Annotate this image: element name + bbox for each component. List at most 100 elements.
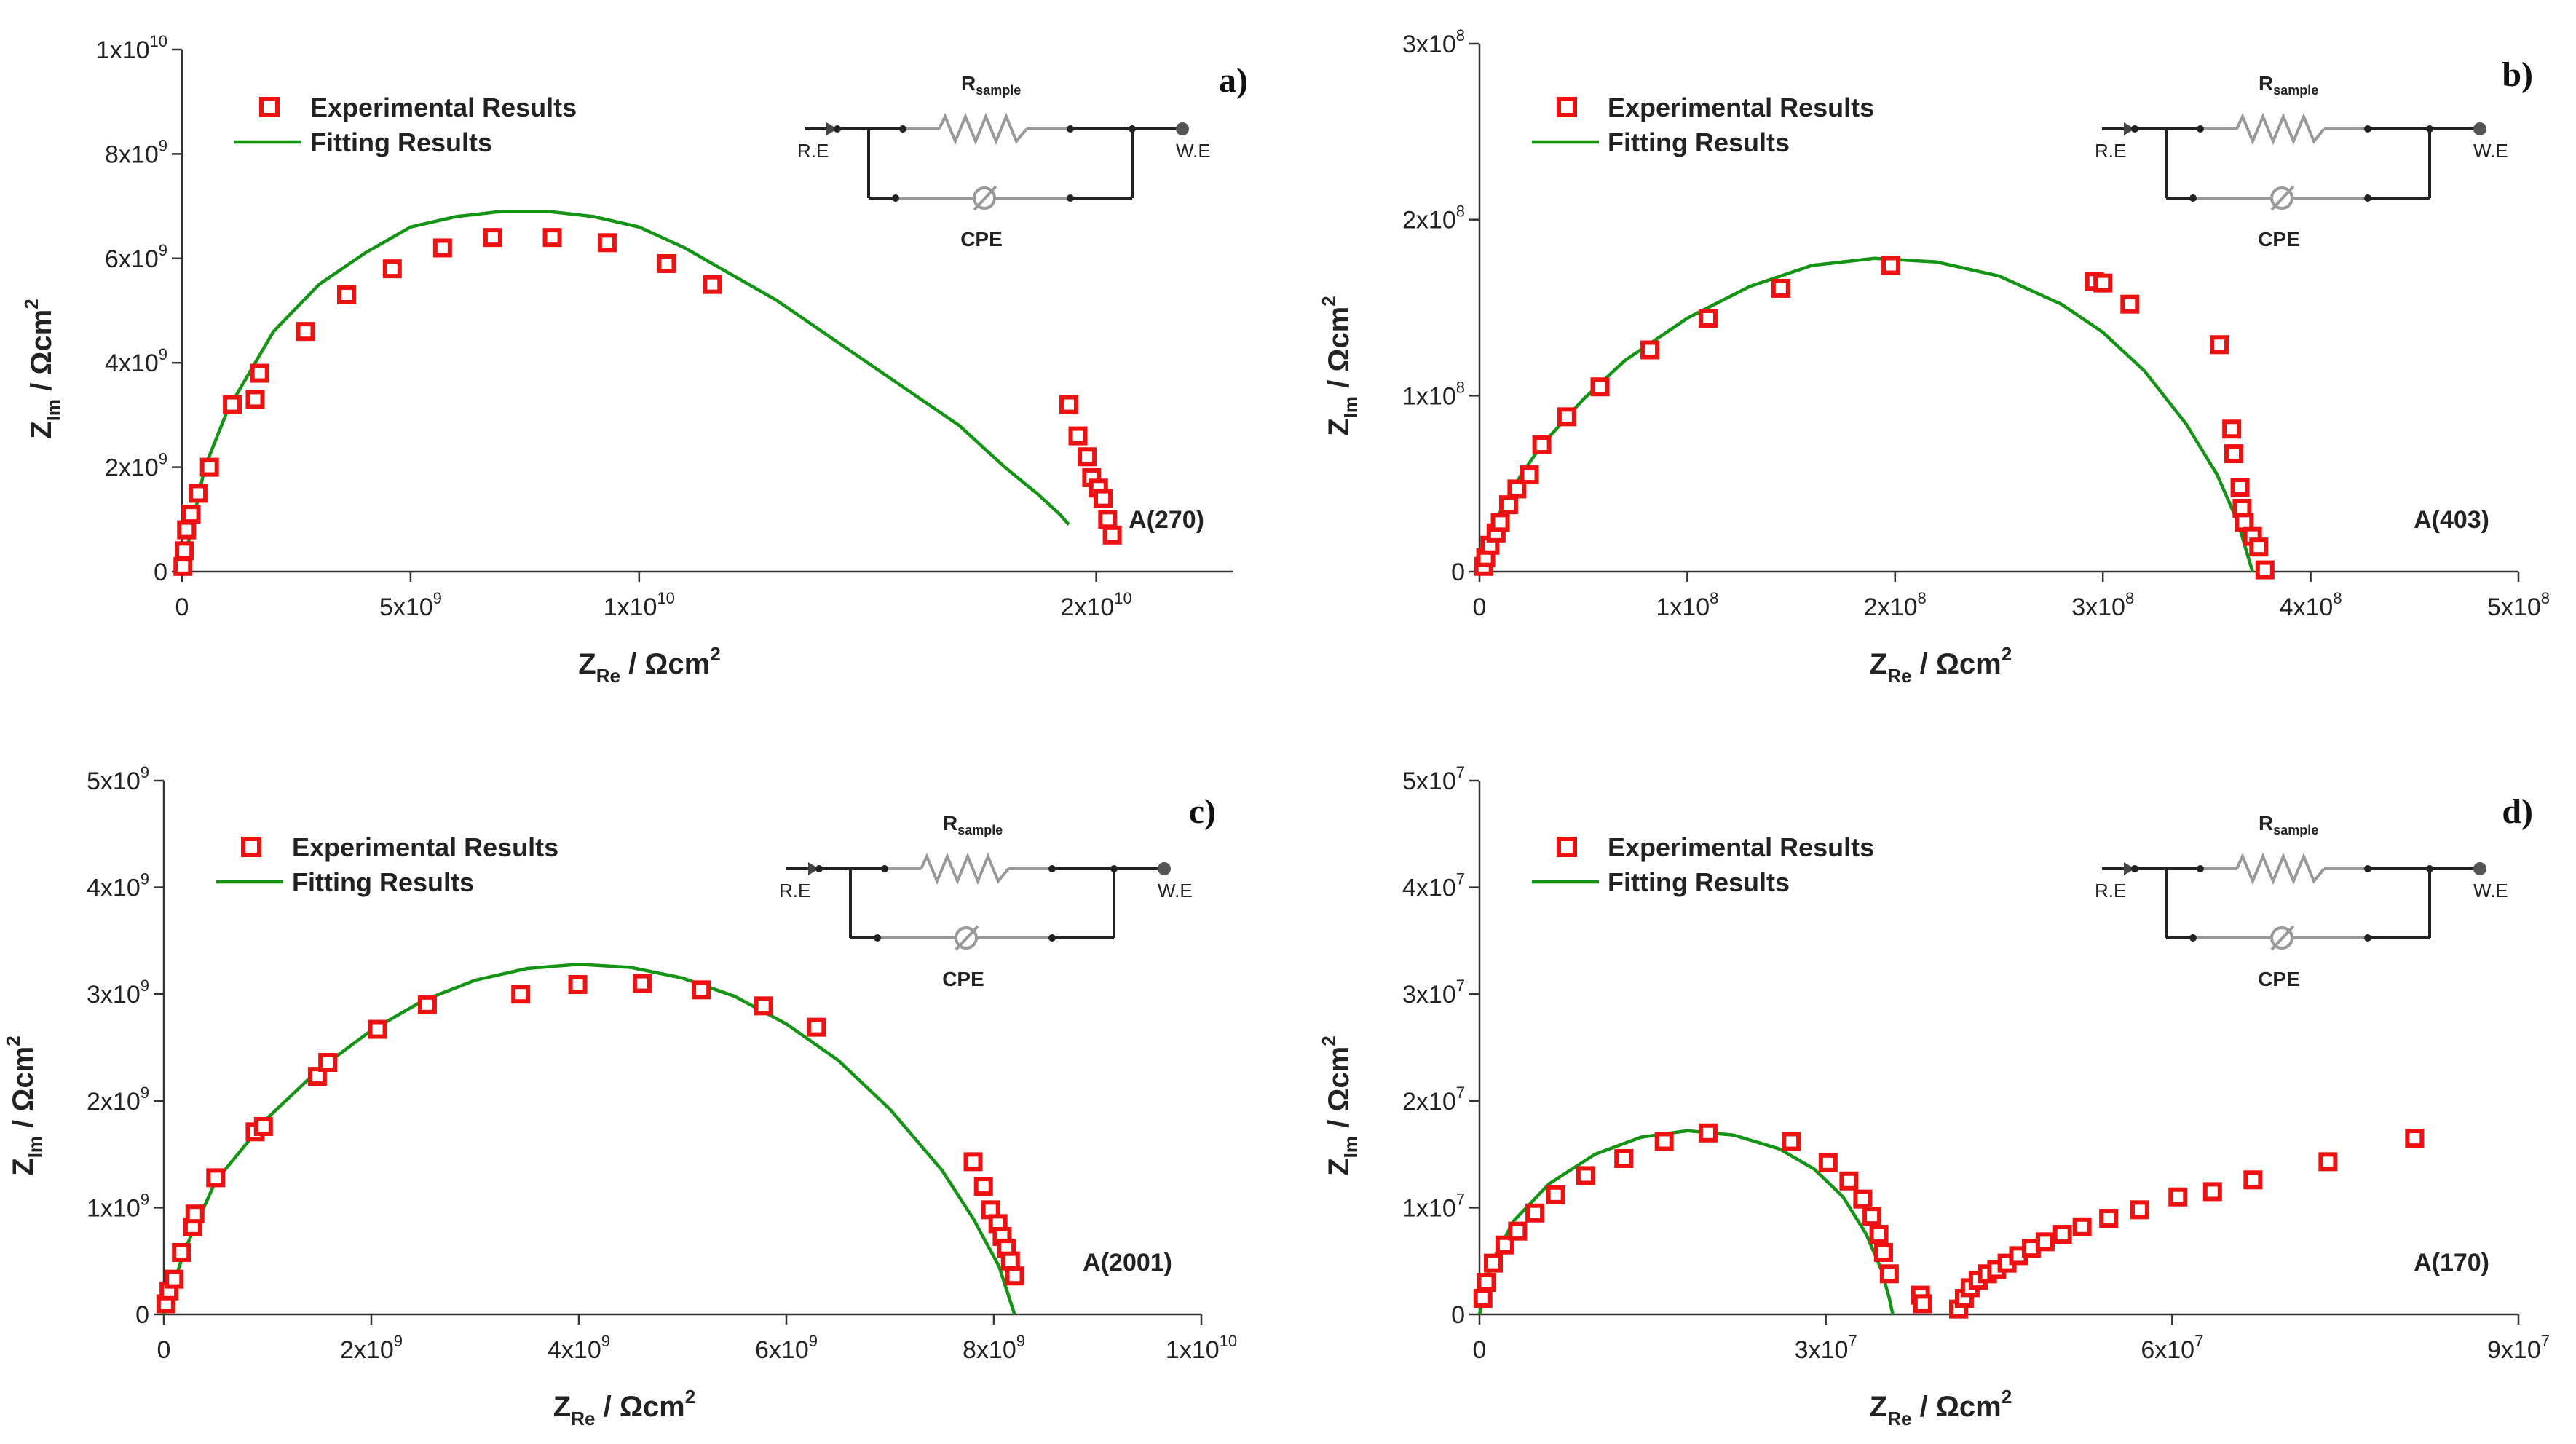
x-tick-label: 6x107 <box>2141 1332 2203 1364</box>
node-dot-icon <box>881 865 888 872</box>
data-point <box>973 1177 993 1196</box>
data-point <box>1490 513 1510 532</box>
legend-marker-experimental <box>259 97 280 117</box>
data-point <box>177 520 197 540</box>
data-point <box>165 1269 184 1289</box>
circuit-label-re: R.E <box>2095 140 2126 162</box>
data-point <box>2120 294 2140 314</box>
node-dot-icon <box>2189 194 2197 202</box>
data-point <box>1525 1203 1545 1223</box>
sample-label: A(170) <box>2414 1249 2489 1277</box>
node-dot-icon <box>1048 934 1056 942</box>
arrow-icon <box>2124 122 2135 135</box>
data-point <box>206 1168 226 1188</box>
data-point <box>1059 395 1078 414</box>
y-tick-label: 0 <box>154 559 167 586</box>
x-axis-title: ZRe / Ωcm2 <box>553 1386 695 1429</box>
data-point <box>1869 1225 1889 1244</box>
data-point <box>1477 1273 1496 1293</box>
equivalent-circuit: R.E W.E Rsample CPE <box>2095 72 2508 250</box>
circuit-label-rsample: Rsample <box>2259 72 2318 98</box>
data-point <box>692 980 711 1000</box>
y-axis-title: ZIm / Ωcm2 <box>1318 1035 1362 1175</box>
y-axis-title: ZIm / Ωcm2 <box>1318 296 1362 435</box>
y-tick-label: 4x109 <box>87 870 149 902</box>
data-point <box>318 1053 338 1073</box>
resistor-icon <box>2235 852 2326 885</box>
data-point <box>1782 1132 1801 1151</box>
circuit-label-rsample: Rsample <box>2259 812 2318 837</box>
data-point <box>2405 1129 2425 1148</box>
y-tick-label: 0 <box>1451 559 1465 586</box>
x-tick-label: 3x108 <box>2071 589 2134 621</box>
circuit-label-cpe: CPE <box>2258 968 2300 990</box>
terminal-dot-icon <box>2473 122 2486 135</box>
x-tick-label: 5x109 <box>379 589 442 621</box>
x-tick-label: 4x109 <box>548 1332 610 1364</box>
node-dot-icon <box>2131 125 2138 133</box>
data-point <box>754 996 773 1016</box>
legend-label-fitting: Fitting Results <box>1608 127 1790 157</box>
data-point <box>2249 537 2269 557</box>
node-dot-icon <box>2131 865 2138 872</box>
data-point <box>368 1019 387 1039</box>
fit-curve <box>180 210 1070 572</box>
x-axis-title: ZRe / Ωcm2 <box>1870 1386 2012 1429</box>
y-tick-label: 5x109 <box>87 763 149 795</box>
data-point <box>175 541 194 561</box>
resistor-icon <box>938 112 1028 146</box>
circuit-label-we: W.E <box>1176 140 1211 162</box>
node-dot-icon <box>874 934 881 942</box>
y-tick-label: 1x109 <box>87 1190 149 1222</box>
data-point <box>1094 489 1113 508</box>
y-tick-label: 1x108 <box>1402 378 1465 410</box>
data-point <box>172 1242 191 1262</box>
y-tick-label: 2x109 <box>87 1084 149 1116</box>
data-point <box>250 363 269 383</box>
cpe-slash <box>2270 925 2295 951</box>
x-axis-title: ZRe / Ωcm2 <box>578 643 720 687</box>
terminal-dot-icon <box>1176 122 1189 135</box>
node-dot-icon <box>892 194 899 202</box>
node-dot-icon <box>2189 934 2197 942</box>
data-point <box>483 228 502 248</box>
node-dot-icon <box>1129 125 1136 133</box>
circuit-label-re: R.E <box>797 140 829 162</box>
y-tick-label: 2x107 <box>1402 1084 1465 1116</box>
data-point <box>296 322 315 342</box>
sample-label: A(403) <box>2414 506 2489 534</box>
legend: Experimental Results Fitting Results <box>216 832 558 897</box>
y-tick-label: 3x108 <box>1402 26 1465 58</box>
y-axis-title: ZIm / Ωcm2 <box>20 299 64 438</box>
y-tick-label: 2x109 <box>105 450 167 482</box>
data-point <box>632 974 652 993</box>
data-point <box>1771 278 1790 298</box>
data-point <box>1005 1266 1024 1286</box>
data-point <box>807 1017 826 1037</box>
x-tick-label: 1x1010 <box>604 589 675 621</box>
data-point <box>188 484 208 503</box>
x-tick-label: 2x109 <box>340 1332 403 1364</box>
legend-marker-experimental <box>1557 837 1577 857</box>
node-dot-icon <box>2364 865 2371 872</box>
x-tick-label: 2x108 <box>1864 589 1927 621</box>
y-tick-label: 4x109 <box>105 345 167 377</box>
y-tick-label: 2x108 <box>1402 202 1465 234</box>
x-tick-label: 4x108 <box>2280 589 2342 621</box>
data-point <box>1839 1171 1859 1191</box>
y-tick-label: 3x109 <box>87 977 149 1009</box>
data-point <box>1102 525 1122 545</box>
panel-label: d) <box>2502 792 2533 831</box>
data-point <box>1078 447 1097 467</box>
data-point <box>1654 1132 1674 1151</box>
y-tick-label: 0 <box>135 1301 149 1329</box>
legend-label-fitting: Fitting Results <box>1608 867 1790 897</box>
data-point <box>2099 1209 2119 1228</box>
circuit-label-cpe: CPE <box>960 228 1003 250</box>
data-point <box>1698 309 1718 328</box>
node-dot-icon <box>2197 125 2204 133</box>
data-point <box>199 457 219 477</box>
circuit-label-we: W.E <box>2473 140 2508 162</box>
arrow-icon <box>826 122 837 135</box>
data-point <box>1546 1185 1565 1204</box>
